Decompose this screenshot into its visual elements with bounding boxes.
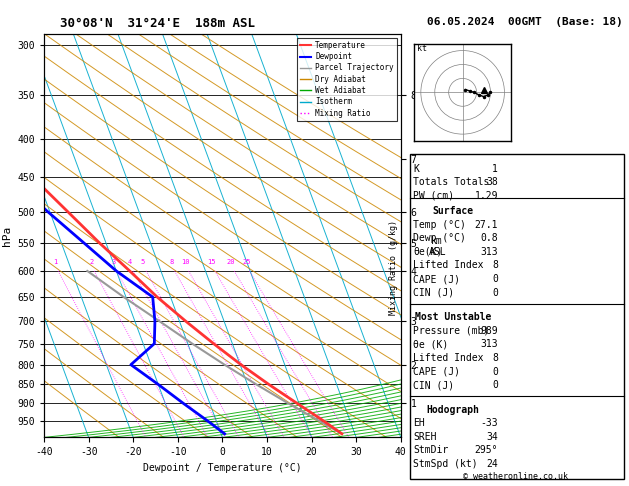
X-axis label: Dewpoint / Temperature (°C): Dewpoint / Temperature (°C): [143, 463, 302, 473]
Text: 25: 25: [242, 260, 250, 265]
Text: Dewp (°C): Dewp (°C): [413, 233, 466, 243]
Text: 8: 8: [169, 260, 174, 265]
Text: StmDir: StmDir: [413, 446, 448, 455]
Text: Pressure (mb): Pressure (mb): [413, 326, 489, 336]
Text: 10: 10: [181, 260, 190, 265]
Text: θe(K): θe(K): [413, 247, 443, 257]
Text: SREH: SREH: [413, 432, 437, 442]
Text: 5: 5: [141, 260, 145, 265]
Text: CAPE (J): CAPE (J): [413, 366, 460, 377]
Text: 30°08'N  31°24'E  188m ASL: 30°08'N 31°24'E 188m ASL: [60, 17, 255, 30]
Text: 20: 20: [227, 260, 235, 265]
Text: 8: 8: [493, 353, 498, 363]
Text: 313: 313: [481, 339, 498, 349]
Text: 313: 313: [481, 247, 498, 257]
Text: θe (K): θe (K): [413, 339, 448, 349]
Text: 38: 38: [486, 177, 498, 188]
Text: Lifted Index: Lifted Index: [413, 353, 484, 363]
Text: 0: 0: [493, 380, 498, 390]
Text: kt: kt: [416, 44, 426, 52]
Text: 24: 24: [486, 459, 498, 469]
Text: 27.1: 27.1: [475, 220, 498, 229]
Text: CIN (J): CIN (J): [413, 380, 454, 390]
Text: 1.29: 1.29: [475, 191, 498, 201]
Text: 1: 1: [53, 260, 57, 265]
Text: 295°: 295°: [475, 446, 498, 455]
Text: 4: 4: [128, 260, 132, 265]
Text: Surface: Surface: [432, 206, 474, 216]
Text: K: K: [413, 164, 419, 174]
Text: 15: 15: [208, 260, 216, 265]
Text: CAPE (J): CAPE (J): [413, 274, 460, 284]
Text: Mixing Ratio (g/kg): Mixing Ratio (g/kg): [389, 220, 398, 315]
Y-axis label: km
ASL: km ASL: [428, 236, 446, 257]
Text: Hodograph: Hodograph: [426, 405, 479, 415]
Text: 0.8: 0.8: [481, 233, 498, 243]
Text: StmSpd (kt): StmSpd (kt): [413, 459, 478, 469]
Text: 8: 8: [493, 260, 498, 270]
Text: 34: 34: [486, 432, 498, 442]
Legend: Temperature, Dewpoint, Parcel Trajectory, Dry Adiabat, Wet Adiabat, Isotherm, Mi: Temperature, Dewpoint, Parcel Trajectory…: [297, 38, 397, 121]
Text: Lifted Index: Lifted Index: [413, 260, 484, 270]
Text: CIN (J): CIN (J): [413, 288, 454, 297]
Text: 1: 1: [493, 164, 498, 174]
Text: 989: 989: [481, 326, 498, 336]
Text: © weatheronline.co.uk: © weatheronline.co.uk: [464, 472, 568, 481]
Text: 2: 2: [89, 260, 93, 265]
Text: 0: 0: [493, 288, 498, 297]
Text: 06.05.2024  00GMT  (Base: 18): 06.05.2024 00GMT (Base: 18): [427, 17, 623, 27]
Text: Temp (°C): Temp (°C): [413, 220, 466, 229]
Text: PW (cm): PW (cm): [413, 191, 454, 201]
Y-axis label: hPa: hPa: [2, 226, 12, 246]
Text: EH: EH: [413, 418, 425, 428]
Text: Totals Totals: Totals Totals: [413, 177, 489, 188]
Text: -33: -33: [481, 418, 498, 428]
Text: 3: 3: [111, 260, 116, 265]
Text: 0: 0: [493, 366, 498, 377]
Text: Most Unstable: Most Unstable: [415, 312, 491, 322]
Text: 0: 0: [493, 274, 498, 284]
